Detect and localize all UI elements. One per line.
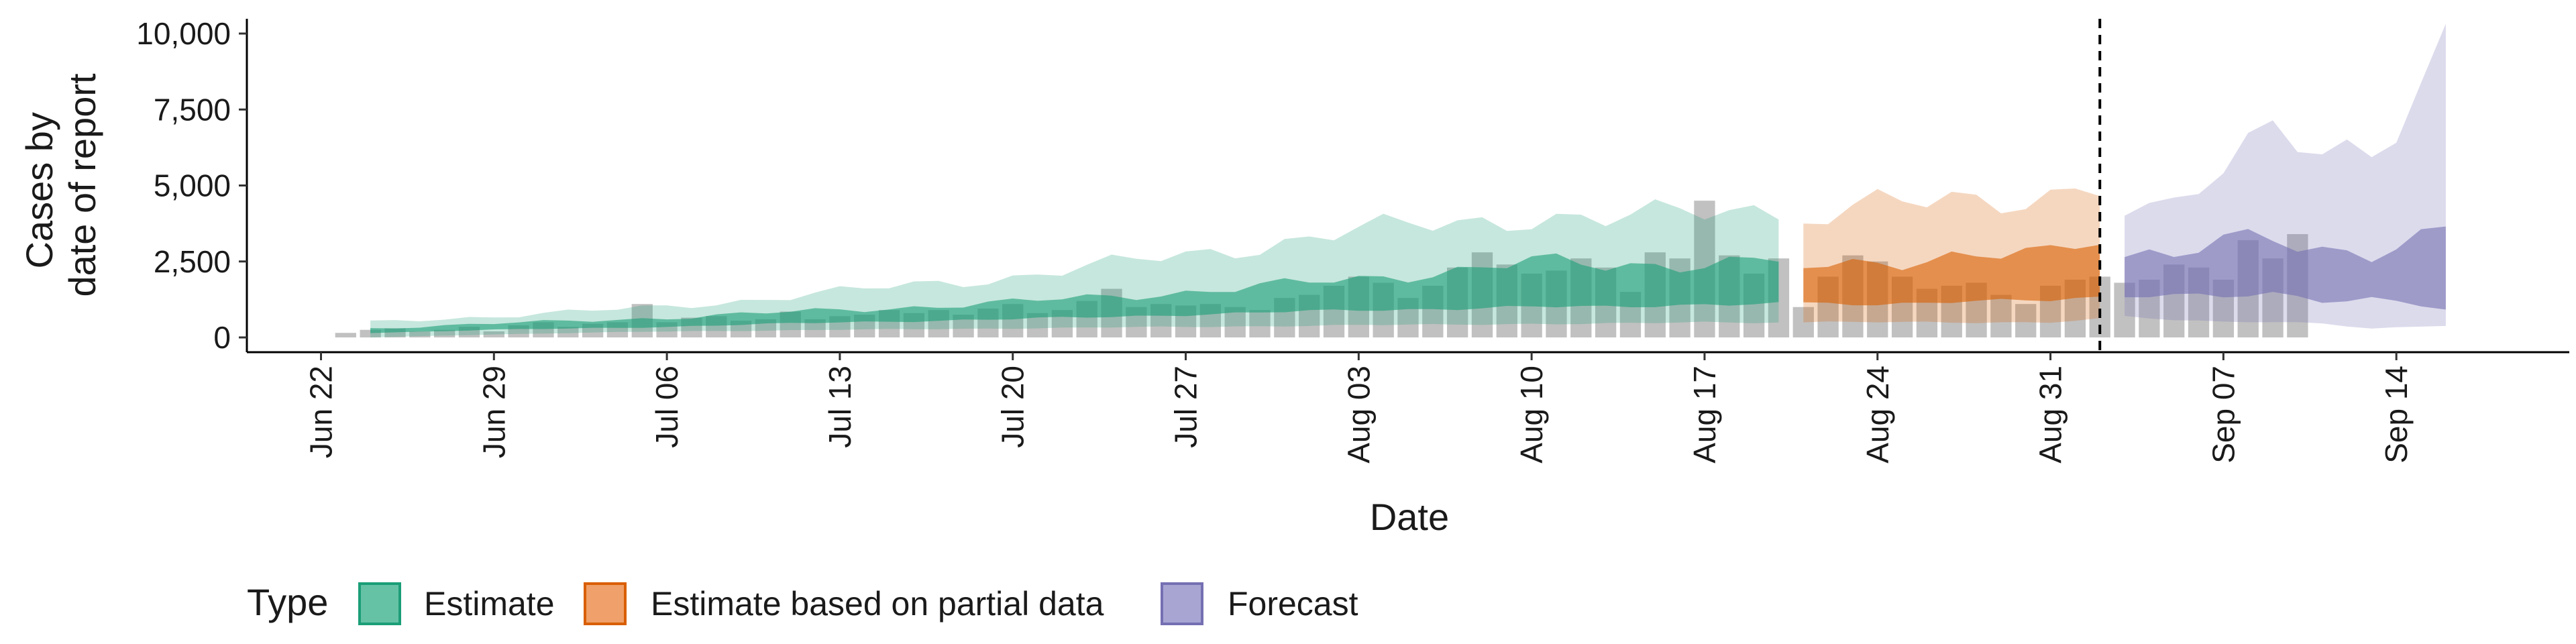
y-tick-label: 7,500 — [154, 92, 231, 127]
x-tick-label: Jul 13 — [822, 366, 857, 448]
case-bar — [409, 331, 431, 337]
x-tick-label: Jul 20 — [996, 366, 1030, 448]
x-tick-label: Jun 22 — [304, 366, 339, 458]
x-tick-label: Sep 14 — [2379, 366, 2414, 464]
partial-inner-band — [1803, 244, 2100, 306]
x-tick-label: Aug 03 — [1341, 366, 1376, 464]
x-axis-ticks: Jun 22 Jun 29 Jul 06 Jul 13 Jul 20 Jul 27 Aug … — [304, 352, 2414, 464]
y-axis-ticks: 0 2,500 5,000 7,500 10,000 — [136, 16, 247, 355]
case-bar — [335, 333, 356, 337]
x-tick-label: Jul 27 — [1169, 366, 1203, 448]
y-tick-label: 2,500 — [154, 244, 231, 279]
case-bar — [1990, 294, 2012, 337]
x-axis-title: Date — [1370, 496, 1449, 538]
x-tick-label: Aug 17 — [1687, 366, 1722, 464]
case-bar — [1792, 307, 1814, 337]
estimate-inner-band — [370, 253, 1779, 333]
legend-key-estimate — [358, 582, 401, 625]
x-tick-label: Aug 10 — [1514, 366, 1549, 464]
ribbon-bands — [370, 23, 2446, 337]
x-tick-label: Aug 24 — [1860, 366, 1895, 464]
legend-label-partial: Estimate based on partial data — [651, 585, 1104, 623]
legend-key-forecast — [1161, 582, 1203, 625]
forecast-inner-band — [2125, 226, 2446, 310]
case-bar — [2015, 304, 2037, 337]
legend: Type Estimate Estimate based on partial … — [247, 581, 1358, 625]
case-bar — [483, 331, 504, 337]
y-tick-label: 5,000 — [154, 168, 231, 203]
x-tick-label: Jul 06 — [649, 366, 684, 448]
x-tick-label: Sep 07 — [2206, 366, 2241, 464]
y-tick-label: 0 — [213, 320, 231, 355]
legend-title: Type — [247, 581, 328, 623]
case-bar — [1249, 310, 1271, 337]
legend-label-estimate: Estimate — [424, 585, 555, 623]
y-tick-label: 10,000 — [136, 16, 231, 51]
case-bar — [360, 329, 381, 337]
y-axis-title-line-1: Cases by — [18, 112, 60, 268]
x-tick-label: Jun 29 — [476, 366, 511, 458]
legend-label-forecast: Forecast — [1228, 585, 1358, 623]
legend-key-partial — [584, 582, 627, 625]
y-axis-title-line-2: date of report — [61, 73, 103, 297]
case-bar — [557, 327, 579, 337]
y-axis-title: Cases by date of report — [18, 73, 103, 297]
x-tick-label: Aug 31 — [2033, 366, 2068, 464]
case-bar — [433, 329, 455, 337]
